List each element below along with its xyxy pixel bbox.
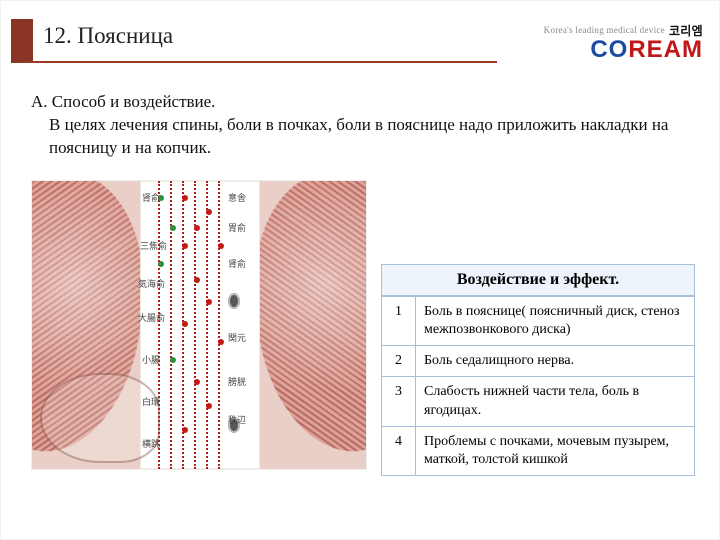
logo-part-co: CO bbox=[590, 36, 628, 63]
brand-logo: Korea's leading medical device 코리엠 COREA… bbox=[501, 19, 709, 63]
acu-point bbox=[158, 261, 164, 267]
table-row: 4 Проблемы с почками, мочевым пузырем, м… bbox=[382, 426, 695, 475]
cjk-label: 大腸俞 bbox=[138, 311, 165, 324]
acu-point bbox=[182, 195, 188, 201]
effect-text: Боль седалищного нерва. bbox=[416, 346, 695, 377]
meridian-line bbox=[170, 181, 172, 469]
acu-point bbox=[194, 379, 200, 385]
device-pad-icon bbox=[228, 293, 240, 309]
cjk-label: 胃俞 bbox=[228, 221, 246, 234]
effect-text: Слабость нижней части тела, боль в ягоди… bbox=[416, 377, 695, 426]
cjk-label: 意舎 bbox=[228, 191, 246, 204]
acu-point bbox=[170, 357, 176, 363]
cjk-label: 肾俞 bbox=[228, 257, 246, 270]
acu-point bbox=[206, 209, 212, 215]
cjk-label: 白環 bbox=[142, 395, 160, 408]
effects-title: Воздействие и эффект. bbox=[381, 264, 695, 296]
page-title: 12. Поясница bbox=[11, 19, 497, 63]
acu-point bbox=[170, 225, 176, 231]
acu-point bbox=[218, 339, 224, 345]
anatomy-illustration: 肾俞 意舎 胃俞 三焦俞 肾俞 気海俞 大腸俞 関元 小腸 膀胱 白環 秩辺 横… bbox=[31, 180, 367, 470]
logo-tagline: Korea's leading medical device bbox=[544, 25, 665, 35]
effect-text: Проблемы с почками, мочевым пузырем, мат… bbox=[416, 426, 695, 475]
acu-point bbox=[194, 225, 200, 231]
meridian-line bbox=[194, 181, 196, 469]
effect-text: Боль в пояснице( поясничный диск, стеноз… bbox=[416, 296, 695, 345]
acu-point bbox=[218, 243, 224, 249]
logo-wordmark: COREAM bbox=[590, 39, 703, 61]
cjk-label: 横跳 bbox=[142, 437, 160, 450]
acu-point bbox=[182, 427, 188, 433]
method-paragraph: В целях лечения спины, боли в почках, бо… bbox=[31, 114, 695, 160]
cjk-label: 肾俞 bbox=[142, 191, 160, 204]
cjk-label: 膀胱 bbox=[228, 375, 246, 388]
cjk-label: 関元 bbox=[228, 331, 246, 344]
cjk-label: 気海俞 bbox=[138, 277, 165, 290]
acu-point bbox=[182, 243, 188, 249]
body-text: А. Способ и воздействие. В целях лечения… bbox=[1, 63, 719, 170]
table-row: 3 Слабость нижней части тела, боль в яго… bbox=[382, 377, 695, 426]
acu-point bbox=[206, 403, 212, 409]
meridian-line bbox=[158, 181, 160, 469]
header: 12. Поясница Korea's leading medical dev… bbox=[1, 1, 719, 63]
table-row: 2 Боль седалищного нерва. bbox=[382, 346, 695, 377]
effects-table: 1 Боль в пояснице( поясничный диск, стен… bbox=[381, 296, 695, 476]
method-heading: А. Способ и воздействие. bbox=[31, 91, 695, 114]
cjk-label: 秩辺 bbox=[228, 413, 246, 426]
effect-number: 3 bbox=[382, 377, 416, 426]
logo-part-ream: REAM bbox=[628, 36, 703, 63]
effect-number: 4 bbox=[382, 426, 416, 475]
acu-point bbox=[182, 321, 188, 327]
acu-point bbox=[206, 299, 212, 305]
effect-number: 1 bbox=[382, 296, 416, 345]
meridian-line bbox=[206, 181, 208, 469]
content-row: 肾俞 意舎 胃俞 三焦俞 肾俞 気海俞 大腸俞 関元 小腸 膀胱 白環 秩辺 横… bbox=[1, 170, 719, 476]
cjk-label: 三焦俞 bbox=[140, 239, 167, 252]
acu-point bbox=[194, 277, 200, 283]
cjk-label: 小腸 bbox=[142, 353, 160, 366]
meridian-line bbox=[218, 181, 220, 469]
table-row: 1 Боль в пояснице( поясничный диск, стен… bbox=[382, 296, 695, 345]
effects-panel: Воздействие и эффект. 1 Боль в пояснице(… bbox=[381, 180, 695, 476]
effect-number: 2 bbox=[382, 346, 416, 377]
